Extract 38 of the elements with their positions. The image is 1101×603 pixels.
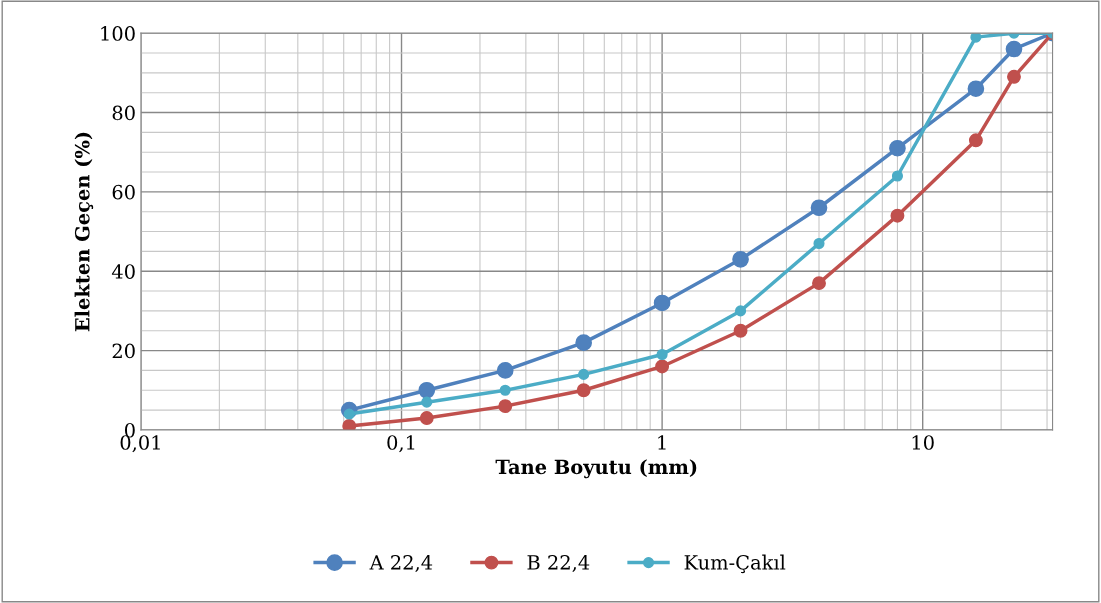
x-tick-label: 1: [658, 435, 666, 450]
point: [732, 250, 749, 268]
point: [498, 399, 513, 414]
point: [656, 348, 668, 361]
point: [576, 383, 591, 398]
point: [967, 80, 985, 98]
point: [421, 396, 433, 408]
y-tick-label: 60: [112, 184, 135, 200]
legend-label: B 22,4: [527, 554, 590, 573]
point: [419, 411, 434, 425]
point: [653, 294, 671, 312]
point: [342, 419, 357, 430]
x-tick-label: 10: [912, 435, 934, 450]
x-axis-title: Tane Boyutu (mm): [495, 459, 697, 479]
legend-label: Kum-Çakıl: [684, 554, 786, 574]
point: [968, 133, 983, 148]
point: [575, 334, 592, 351]
point: [499, 384, 511, 396]
point: [810, 199, 828, 217]
y-tick-label: 20: [112, 343, 135, 359]
point: [970, 33, 982, 43]
point: [890, 208, 905, 223]
point: [655, 359, 670, 374]
point: [734, 305, 747, 317]
point: [812, 276, 826, 291]
point: [418, 381, 436, 399]
y-axis-title: Elekten Geçen (%): [74, 132, 94, 332]
x-tick-label: 0,1: [387, 435, 415, 453]
point: [891, 170, 904, 182]
point: [889, 139, 906, 157]
point: [496, 362, 514, 379]
y-tick-label: 40: [111, 264, 135, 279]
y-tick-label: 80: [112, 105, 135, 121]
legend-label: A 22,4: [369, 554, 433, 573]
point: [578, 368, 590, 380]
y-tick-label: 100: [101, 26, 135, 41]
point: [733, 323, 748, 338]
point: [813, 237, 825, 250]
